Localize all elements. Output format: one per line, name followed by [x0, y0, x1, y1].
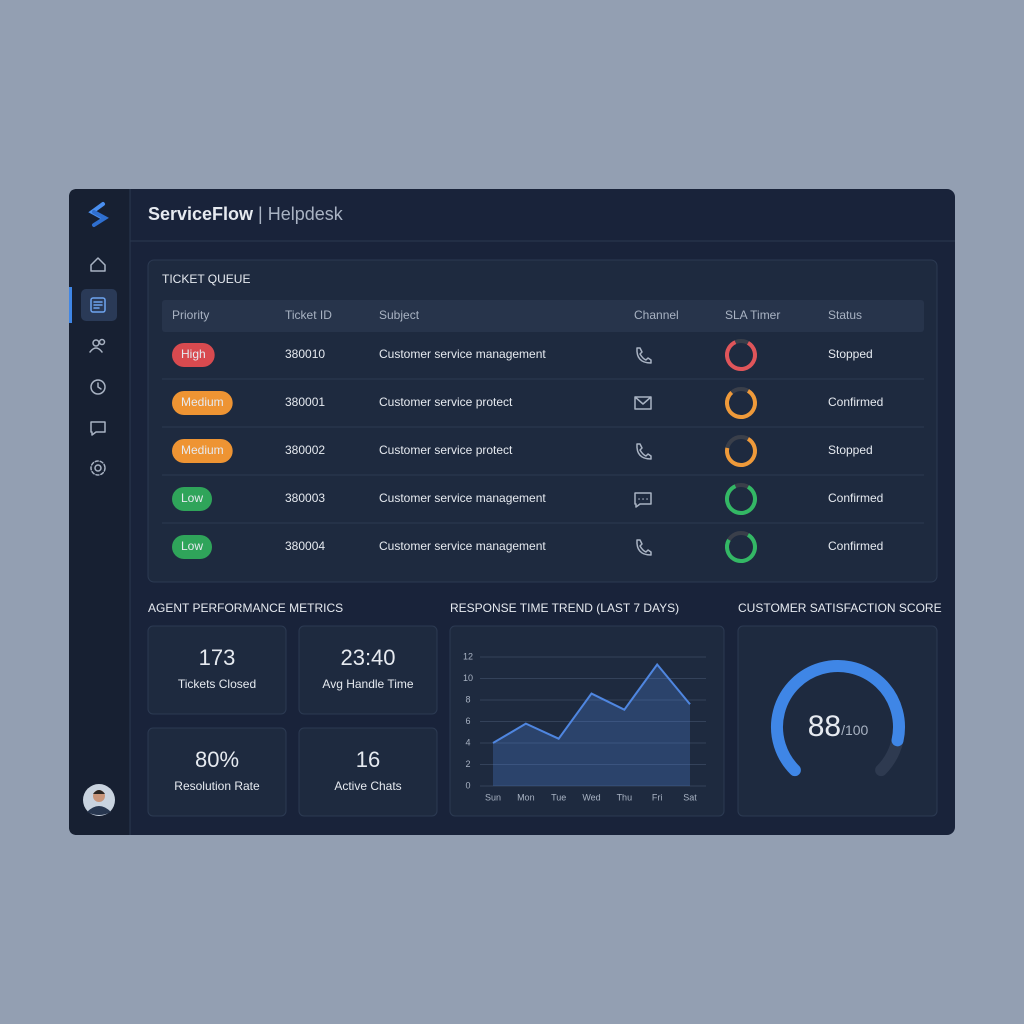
channel-icon: [636, 539, 652, 556]
csat-title: CUSTOMER SATISFACTION SCORE: [738, 601, 942, 615]
score-max: /100: [841, 722, 868, 738]
x-tick-label: Sun: [485, 792, 501, 802]
section: | Helpdesk: [258, 204, 344, 224]
metric-label: Active Chats: [334, 779, 401, 793]
avatar[interactable]: [83, 784, 115, 816]
priority-label: Medium: [181, 395, 224, 409]
ticket-id: 380010: [285, 347, 325, 361]
column-header: Subject: [379, 308, 420, 322]
ticket-subject: Customer service protect: [379, 443, 513, 457]
ticket-subject: Customer service management: [379, 539, 546, 553]
metric-value: 80%: [195, 747, 239, 772]
sla-ring: [725, 483, 757, 515]
metric-label: Avg Handle Time: [322, 677, 413, 691]
metric-label: Resolution Rate: [174, 779, 260, 793]
ticket-status: Confirmed: [828, 395, 883, 409]
metric-card: [298, 625, 438, 715]
area: [493, 664, 690, 786]
metric-card: [298, 727, 438, 817]
column-header: Priority: [172, 308, 209, 322]
score: 88: [808, 710, 841, 743]
sla-ring: [725, 387, 757, 419]
y-tick-label: 12: [463, 651, 473, 661]
metric-value: 173: [199, 645, 236, 670]
column-header: Ticket ID: [285, 308, 332, 322]
ticket-status: Stopped: [828, 443, 873, 457]
sla-ring: [725, 435, 757, 467]
table-header: [162, 300, 924, 332]
x-tick-label: Fri: [652, 792, 663, 802]
metric-card: [147, 625, 287, 715]
ticket-subject: Customer service management: [379, 347, 546, 361]
csat-score: 88/100: [808, 710, 869, 743]
x-tick-label: Sat: [683, 792, 697, 802]
x-tick-label: Wed: [582, 792, 600, 802]
column-header: Channel: [634, 308, 679, 322]
priority-label: Low: [181, 491, 203, 505]
ticket-status: Confirmed: [828, 539, 883, 553]
priority-badge: [172, 439, 233, 463]
metric-card: [147, 727, 287, 817]
priority-label: Medium: [181, 443, 224, 457]
sla-ring: [725, 339, 757, 371]
y-tick-label: 2: [465, 759, 470, 769]
ticket-id: 380002: [285, 443, 325, 457]
nav-tickets[interactable]: [90, 297, 106, 313]
priority-badge: [172, 343, 215, 367]
metric-value: 16: [356, 747, 380, 772]
nav-settings[interactable]: [90, 460, 106, 476]
column-header: Status: [828, 308, 862, 322]
ticket-id: 380004: [285, 539, 325, 553]
header-title: ServiceFlow | Helpdesk: [148, 204, 344, 224]
metric-value: 23:40: [340, 645, 395, 670]
logo: [88, 202, 109, 227]
ticket-id: 380003: [285, 491, 325, 505]
sla-ring: [725, 531, 757, 563]
nav-active-bar: [69, 287, 72, 323]
metrics-title: AGENT PERFORMANCE METRICS: [148, 601, 343, 615]
column-header: SLA Timer: [725, 308, 780, 322]
ticket-title: TICKET QUEUE: [162, 272, 250, 286]
nav-home[interactable]: [90, 257, 106, 272]
channel-icon: [634, 396, 652, 410]
y-tick-label: 4: [465, 737, 470, 747]
ticket-status: Confirmed: [828, 491, 883, 505]
nav-agents[interactable]: [89, 338, 106, 353]
channel-icon: [634, 492, 652, 508]
y-tick-label: 10: [463, 673, 473, 683]
x-tick-label: Thu: [617, 792, 633, 802]
y-tick-label: 6: [465, 716, 470, 726]
channel-icon: [636, 347, 652, 364]
ticket-status: Stopped: [828, 347, 873, 361]
y-tick-label: 0: [465, 780, 470, 790]
ticket-id: 380001: [285, 395, 325, 409]
x-tick-label: Mon: [517, 792, 535, 802]
nav-history[interactable]: [90, 379, 106, 395]
priority-badge: [172, 391, 233, 415]
ticket-subject: Customer service protect: [379, 395, 513, 409]
metric-label: Tickets Closed: [178, 677, 256, 691]
gauge-value: [771, 660, 905, 777]
channel-icon: [636, 443, 652, 460]
priority-badge: [172, 535, 213, 559]
priority-label: High: [181, 347, 206, 361]
x-tick-label: Tue: [551, 792, 566, 802]
y-tick-label: 8: [465, 694, 470, 704]
ticket-subject: Customer service management: [379, 491, 546, 505]
brand: ServiceFlow: [148, 204, 254, 224]
sidebar: [69, 189, 130, 835]
priority-badge: [172, 487, 213, 511]
chart-title: RESPONSE TIME TREND (LAST 7 DAYS): [450, 601, 679, 615]
priority-label: Low: [181, 539, 203, 553]
line: [492, 662, 691, 744]
nav-chat[interactable]: [90, 421, 106, 436]
